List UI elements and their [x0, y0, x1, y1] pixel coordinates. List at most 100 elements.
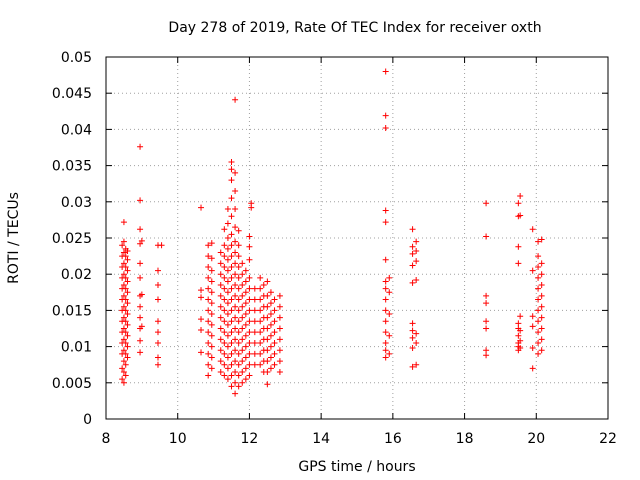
data-point	[224, 376, 231, 383]
data-point	[246, 318, 253, 325]
data-point	[158, 242, 165, 249]
data-point	[224, 278, 231, 285]
data-point	[251, 350, 258, 357]
data-point	[221, 329, 228, 336]
data-point	[409, 334, 416, 341]
data-point	[205, 253, 212, 260]
data-point	[382, 124, 389, 131]
data-point	[205, 339, 212, 346]
data-point	[264, 314, 271, 321]
data-point	[228, 263, 235, 270]
data-point	[235, 372, 242, 379]
data-point	[382, 278, 389, 285]
data-point	[224, 311, 231, 318]
data-point	[382, 318, 389, 325]
data-point	[239, 336, 246, 343]
data-point	[154, 282, 161, 289]
data-point	[120, 379, 127, 386]
data-point	[267, 365, 274, 372]
data-point	[246, 307, 253, 314]
y-tick-labels: 0 0.005 0.01 0.015 0.02 0.025 0.03 0.035 0.04 0.0…	[52, 50, 92, 428]
y-tick-label: 0.005	[52, 376, 92, 392]
data-point	[235, 242, 242, 249]
data-point	[517, 313, 524, 320]
data-point	[271, 296, 278, 303]
data-point	[228, 242, 235, 249]
data-point	[232, 238, 239, 245]
data-point	[124, 332, 131, 339]
data-point	[228, 296, 235, 303]
data-point	[538, 292, 545, 299]
chart-title: Day 278 of 2019, Rate Of TEC Index for r…	[168, 20, 541, 36]
data-point	[137, 143, 144, 150]
data-point	[264, 325, 271, 332]
data-point	[232, 260, 239, 267]
data-point	[208, 278, 215, 285]
data-point	[386, 350, 393, 357]
data-point	[251, 329, 258, 336]
data-point	[198, 204, 205, 211]
data-point	[409, 250, 416, 257]
data-point	[224, 289, 231, 296]
x-axis-title: GPS time / hours	[298, 459, 415, 475]
data-point	[205, 329, 212, 336]
data-point	[276, 347, 283, 354]
data-point	[198, 326, 205, 333]
data-point	[276, 325, 283, 332]
data-point	[205, 372, 212, 379]
data-point	[217, 260, 224, 267]
data-point	[235, 339, 242, 346]
data-point	[239, 292, 246, 299]
data-point	[217, 314, 224, 321]
data-point	[228, 253, 235, 260]
data-point	[260, 282, 267, 289]
data-point	[232, 390, 239, 397]
data-point	[232, 325, 239, 332]
data-point	[242, 343, 249, 350]
data-point	[271, 329, 278, 336]
data-point	[120, 347, 127, 354]
data-point	[228, 339, 235, 346]
data-point	[538, 271, 545, 278]
y-tick-label: 0.035	[52, 159, 92, 175]
data-point	[122, 285, 129, 292]
data-point	[120, 219, 127, 226]
data-point	[232, 169, 239, 176]
data-point	[386, 311, 393, 318]
data-point	[119, 365, 126, 372]
data-point	[239, 260, 246, 267]
data-point	[232, 347, 239, 354]
data-point	[124, 278, 131, 285]
data-point	[224, 235, 231, 241]
data-point	[119, 376, 126, 383]
data-point	[267, 311, 274, 318]
data-point	[276, 314, 283, 321]
data-point	[535, 296, 542, 303]
data-point	[246, 256, 253, 263]
data-point	[198, 294, 205, 301]
data-point	[382, 296, 389, 303]
data-point	[264, 336, 271, 343]
data-point	[409, 279, 416, 286]
data-point	[264, 303, 271, 310]
data-point	[122, 263, 129, 270]
data-point	[382, 307, 389, 314]
data-point	[122, 339, 129, 346]
data-point	[208, 365, 215, 372]
data-point	[413, 238, 420, 245]
data-point	[221, 339, 228, 346]
data-point	[413, 330, 420, 337]
data-point	[221, 350, 228, 357]
data-point	[124, 343, 131, 350]
data-point	[483, 347, 490, 354]
data-point	[205, 318, 212, 325]
data-point	[137, 226, 144, 233]
data-point	[235, 329, 242, 336]
data-point	[271, 361, 278, 368]
data-point	[124, 321, 131, 328]
data-point	[257, 307, 264, 314]
data-point	[251, 318, 258, 325]
data-point	[235, 296, 242, 303]
data-point	[538, 314, 545, 321]
data-point	[271, 350, 278, 357]
